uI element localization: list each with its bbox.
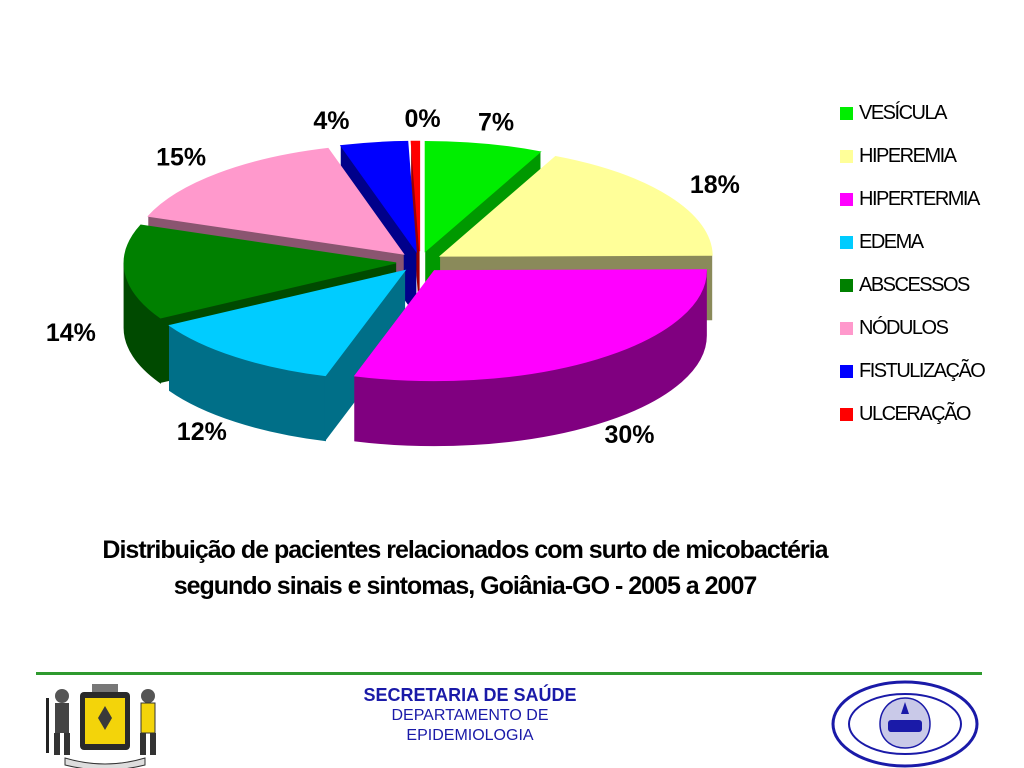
pie-slice-top [410, 140, 421, 252]
legend-swatch [840, 236, 853, 249]
data-label: 0% [404, 105, 440, 133]
pie-slice [410, 140, 421, 317]
org-department: DEPARTAMENTO DE [391, 707, 549, 724]
pie-slice-top [353, 269, 707, 382]
data-label: 7% [478, 109, 514, 137]
legend-item: HIPERTERMIA [840, 178, 1020, 221]
data-label: 4% [313, 107, 349, 135]
legend-swatch [840, 107, 853, 120]
legend-label: HIPEREMIA [859, 145, 957, 167]
data-label: 18% [690, 171, 740, 199]
pie-slice-wall [411, 141, 420, 317]
crest-left-figure [46, 689, 70, 755]
data-label: 12% [177, 418, 227, 446]
data-label: 15% [156, 144, 206, 172]
data-label: 14% [46, 319, 96, 347]
footer-divider [36, 672, 982, 675]
legend-item: VESÍCULA [840, 92, 1020, 135]
legend-swatch [840, 279, 853, 292]
pie-slice-top [168, 269, 407, 377]
data-label: 30% [604, 421, 654, 449]
legend-swatch [840, 193, 853, 206]
pie-slice-top [438, 155, 713, 257]
comcies-seal-icon [831, 680, 979, 768]
legend-swatch [840, 150, 853, 163]
legend-label: HIPERTERMIA [859, 188, 980, 210]
legend-label: VESÍCULA [859, 102, 947, 124]
legend-label: FISTULIZAÇÃO [859, 360, 986, 382]
legend-item: ULCERAÇÃO [840, 393, 1020, 436]
pie-slice-wall [325, 270, 406, 441]
legend-swatch [840, 408, 853, 421]
pie-slice-top [147, 147, 405, 255]
org-department: EPIDEMIOLOGIA [406, 727, 534, 744]
chart-legend: VESÍCULA HIPEREMIA HIPERTERMIA EDEMA ABS… [840, 92, 1020, 436]
footer-organization: SECRETARIA DE SAÚDE DEPARTAMENTO DE EPID… [300, 684, 640, 746]
legend-swatch [840, 365, 853, 378]
pie-slice-top [339, 140, 417, 254]
legend-item: HIPEREMIA [840, 135, 1020, 178]
crest-shield [80, 684, 130, 750]
pie-slice-top [424, 140, 542, 253]
pie-slice [353, 269, 707, 447]
chart-title: Distribuição de pacientes relacionados c… [40, 532, 890, 604]
legend-item: NÓDULOS [840, 307, 1020, 350]
pie-slice-top [123, 224, 397, 319]
chart-title-line: segundo sinais e sintomas, Goiânia-GO - … [173, 572, 758, 600]
crest-motto-ribbon [64, 757, 146, 768]
legend-swatch [840, 322, 853, 335]
pie-slice [168, 269, 407, 442]
legend-label: ABSCESSOS [859, 274, 970, 296]
legend-item: ABSCESSOS [840, 264, 1020, 307]
legend-label: NÓDULOS [859, 317, 949, 339]
legend-item: FISTULIZAÇÃO [840, 350, 1020, 393]
municipal-coat-of-arms-icon [46, 684, 156, 768]
crest-right-figure [140, 689, 156, 755]
legend-item: EDEMA [840, 221, 1020, 264]
pie-chart: 7% 18% 30% 12% 14% 15% 4% 0% [46, 105, 740, 449]
org-title: SECRETARIA DE SAÚDE [363, 685, 577, 705]
chart-title-line: Distribuição de pacientes relacionados c… [102, 536, 828, 564]
legend-label: ULCERAÇÃO [859, 403, 971, 425]
legend-label: EDEMA [859, 231, 924, 253]
